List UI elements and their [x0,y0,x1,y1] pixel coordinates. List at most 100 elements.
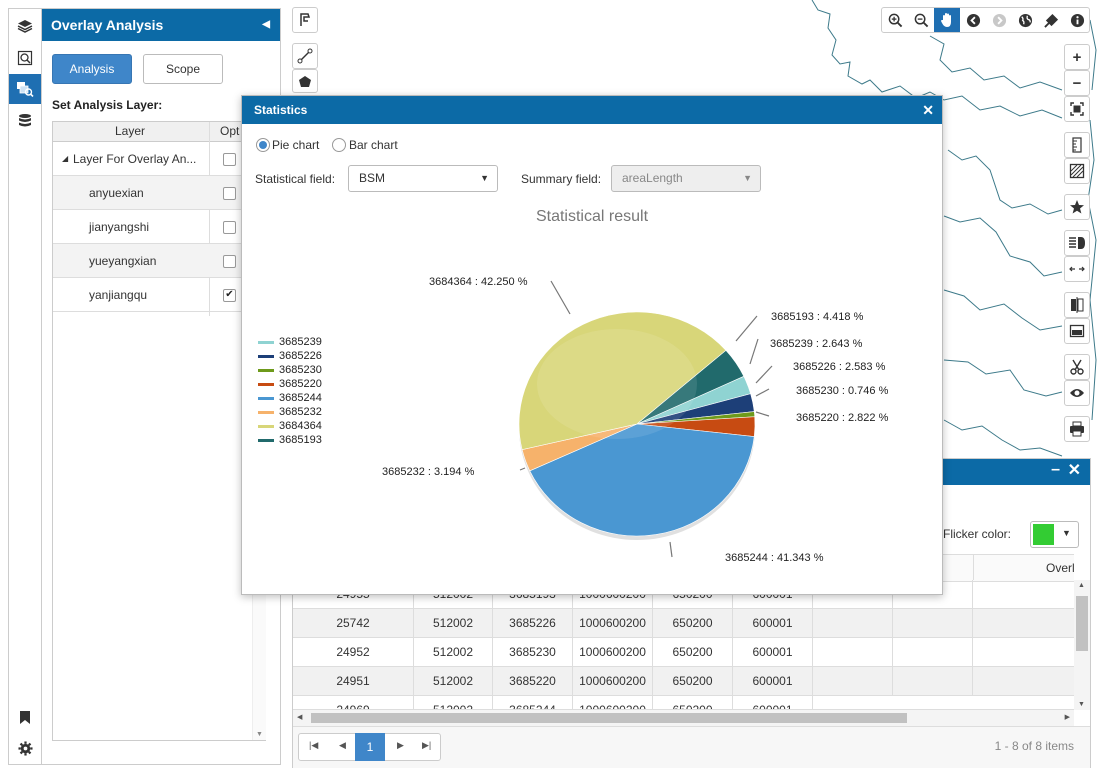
pager-controls: |◀ ◀ 1 ▶ ▶| [298,733,441,761]
layer-checkbox[interactable] [223,221,236,234]
panel-title: Overlay Analysis [51,17,164,33]
legend-swatch [258,354,274,358]
legend-item-3685220[interactable]: 3685220 [258,378,322,392]
prev-page-icon[interactable]: ◀ [339,740,346,750]
legend-item-3685232[interactable]: 3685232 [258,406,322,420]
legend-label: 3685232 [279,406,322,418]
pie-chart: 3685239 : 2.643 % 3685226 : 2.583 % 368523… [382,276,889,564]
grid-vertical-scrollbar[interactable]: ▲ ▼ [1074,580,1090,710]
close-icon[interactable]: ✕ [922,102,934,118]
tab-scope[interactable]: Scope [143,54,223,84]
group-checkbox[interactable] [223,153,236,166]
favorite-icon[interactable] [1064,194,1090,220]
legend-item-3685244[interactable]: 3685244 [258,392,322,406]
table-row[interactable]: 24952 512002 3685230 1000600200 650200 6… [293,638,1074,667]
gear-icon[interactable] [9,733,41,763]
cut-icon[interactable] [1064,354,1090,380]
pie-slice-3684364[interactable] [518,311,727,450]
leader-line-3684364 [550,280,571,315]
legend-item-3685239[interactable]: 3685239 [258,336,322,350]
draw-line-icon[interactable] [292,43,318,69]
layer-row[interactable]: jianyangshi [53,210,265,244]
table-row[interactable]: 25742 512002 3685226 1000600200 650200 6… [293,609,1074,638]
legend-item-3685193[interactable]: 3685193 [258,434,322,448]
statistical-field-select[interactable]: BSM ▼ [348,165,498,192]
layer-checkbox[interactable] [223,187,236,200]
area-measure-icon[interactable] [1064,158,1090,184]
back-icon[interactable] [960,8,986,32]
flicker-color-picker[interactable]: ▼ [1030,521,1079,548]
legend-item-3684364[interactable]: 3684364 [258,420,322,434]
bookmark-icon[interactable] [9,702,41,732]
radio-bar-chart[interactable] [332,138,346,152]
pie-slice-3685244[interactable] [529,423,755,537]
pie-slice-3685193[interactable] [636,349,745,425]
layer-name: jianyangshi [89,220,150,234]
dialog-title: Statistics [254,103,308,117]
layer-table-header: Layer Opt [53,122,265,142]
pie-chart-label: Pie chart [272,138,320,152]
search-map-icon[interactable] [9,43,41,73]
legend-swatch [258,438,274,442]
layers-icon[interactable] [9,11,41,41]
chevron-down-icon: ▼ [1062,528,1071,538]
last-page-icon[interactable]: ▶| [422,740,432,750]
expand-icon[interactable]: ◢ [62,154,69,163]
legend-swatch [258,340,274,344]
first-page-icon[interactable]: |◀ [309,740,319,750]
slice-label-3685226: 3685226 : 2.583 % [793,361,886,373]
column-over[interactable]: Overl [1046,561,1075,575]
overlay-analysis-icon[interactable] [9,74,41,104]
draw-tool-icon[interactable] [292,7,318,33]
close-icon[interactable]: ✕ [1067,462,1081,479]
layer-checkbox-checked[interactable]: ✔ [223,289,236,302]
print-icon[interactable] [1064,416,1090,442]
current-page-button[interactable]: 1 [355,733,385,761]
layer-row[interactable]: yueyangxian [53,244,265,278]
column-opt: Opt [220,124,240,138]
legend-item-3685230[interactable]: 3685230 [258,364,322,378]
leader-line-3685239 [749,338,759,365]
eye-icon[interactable] [1064,380,1090,406]
legend-swatch [258,396,274,400]
info-icon[interactable] [1064,8,1090,32]
draw-polygon-icon[interactable] [292,69,318,93]
compare-icon[interactable] [1064,292,1090,318]
table-row[interactable]: 24951 512002 3685220 1000600200 650200 6… [293,667,1074,696]
database-icon[interactable] [9,106,41,136]
leader-line-3685232 [519,467,526,471]
clear-icon[interactable] [1038,8,1064,32]
forward-icon[interactable] [986,8,1012,32]
radio-pie-chart[interactable] [256,138,270,152]
zoom-out-button[interactable]: − [1064,70,1090,96]
slice-label-3685230: 3685230 : 0.746 % [796,385,889,397]
pan-hand-icon[interactable] [934,8,960,32]
legend-icon[interactable] [1064,230,1090,256]
grid-horizontal-scrollbar[interactable]: ◀ ▶ [293,710,1074,726]
zoom-out-icon[interactable] [908,8,934,32]
map-toolbar [881,7,1090,33]
leader-line-3685193 [735,315,758,342]
export-icon[interactable] [1064,318,1090,344]
next-page-icon[interactable]: ▶ [397,740,404,750]
table-row[interactable]: 24969 512002 3685244 1000600200 650200 6… [293,696,1074,710]
globe-icon[interactable] [1012,8,1038,32]
ruler-icon[interactable] [1064,132,1090,158]
dialog-header: Statistics ✕ [242,96,942,124]
legend-swatch [258,382,274,386]
layer-row[interactable]: anyuexian [53,176,265,210]
swipe-icon[interactable] [1064,256,1090,282]
layer-checkbox[interactable] [223,255,236,268]
chevron-down-icon: ▼ [743,173,752,183]
collapse-icon[interactable]: ◀ [262,19,270,30]
minimize-icon[interactable]: – [1051,461,1060,478]
full-extent-icon[interactable] [1064,96,1090,122]
layer-group-row[interactable]: ◢ Layer For Overlay An... [53,142,265,176]
legend-item-3685226[interactable]: 3685226 [258,350,322,364]
tab-analysis[interactable]: Analysis [52,54,132,84]
zoom-in-button[interactable]: + [1064,44,1090,70]
zoom-in-icon[interactable] [882,8,908,32]
layer-row[interactable]: yanjiangqu ✔ [53,278,265,312]
layer-name: yueyangxian [89,254,157,268]
